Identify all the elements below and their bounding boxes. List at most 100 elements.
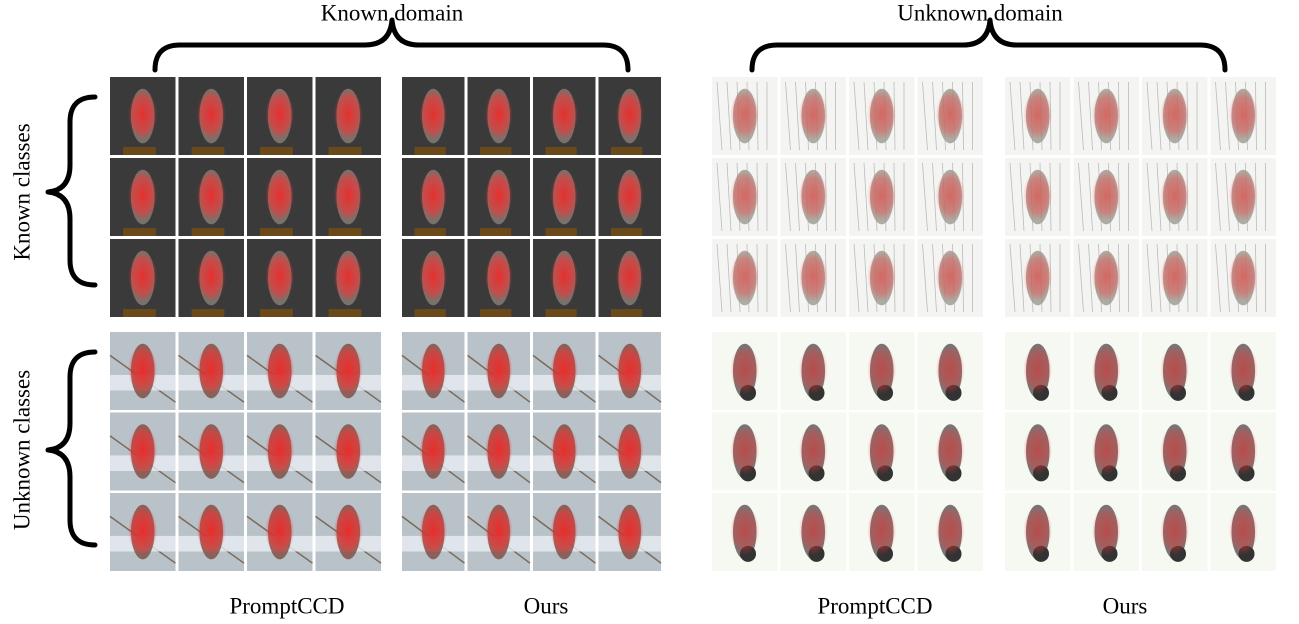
heatmap-tile xyxy=(1142,77,1208,155)
heatmap-tile xyxy=(402,493,465,571)
heatmap-tile xyxy=(1005,413,1071,491)
heatmap xyxy=(420,170,448,220)
heatmap xyxy=(1092,170,1121,220)
heatmap xyxy=(1160,170,1189,220)
heatmap-tile xyxy=(468,239,531,317)
perch xyxy=(480,147,511,155)
heatmap-tile xyxy=(110,332,176,410)
heatmap xyxy=(936,344,965,394)
heatmap xyxy=(551,505,579,555)
perch xyxy=(480,228,511,236)
heatmap-tile xyxy=(316,413,382,491)
heatmap-tile xyxy=(316,239,382,317)
heatmap-tile xyxy=(712,158,778,236)
figure: Known domain Unknown domain Known classe… xyxy=(0,0,1299,624)
perch xyxy=(260,147,293,155)
heatmap xyxy=(128,170,157,220)
heatmap xyxy=(128,251,157,301)
heatmap xyxy=(616,425,644,475)
heatmap-tile xyxy=(402,239,465,317)
heatmap xyxy=(485,425,513,475)
perch xyxy=(192,147,225,155)
heatmap-tile xyxy=(918,332,984,410)
method-label: PromptCCD xyxy=(229,593,344,618)
heatmap-tile xyxy=(533,158,596,236)
perch xyxy=(329,228,362,236)
heatmap xyxy=(1229,251,1258,301)
perch xyxy=(123,147,156,155)
heatmap-tile xyxy=(849,413,915,491)
heatmap-tile xyxy=(712,77,778,155)
heatmap xyxy=(1229,89,1258,139)
heatmap-tile xyxy=(849,158,915,236)
heatmap-tile xyxy=(1211,493,1277,571)
perch xyxy=(192,309,225,317)
heatmap-tile xyxy=(849,493,915,571)
heatmap-tile xyxy=(712,413,778,491)
heatmap-tile xyxy=(918,77,984,155)
heatmap xyxy=(730,344,759,394)
domain-label: Unknown domain xyxy=(897,0,1063,25)
heatmap xyxy=(867,344,896,394)
heatmap-tile xyxy=(599,239,662,317)
heatmap xyxy=(1023,344,1052,394)
heatmap-tile xyxy=(468,332,531,410)
heatmap-tile xyxy=(918,413,984,491)
heatmap-tile xyxy=(781,493,847,571)
heatmap xyxy=(420,251,448,301)
heatmap xyxy=(334,170,363,220)
heatmap xyxy=(420,505,448,555)
heatmap xyxy=(551,344,579,394)
heatmap xyxy=(1160,505,1189,555)
heatmap xyxy=(1229,425,1258,475)
heatmap xyxy=(616,505,644,555)
heatmap xyxy=(551,425,579,475)
heatmap-tile xyxy=(1074,158,1140,236)
heatmap-tile xyxy=(468,493,531,571)
heatmap-tile xyxy=(781,239,847,317)
heatmap xyxy=(867,425,896,475)
heatmap xyxy=(936,170,965,220)
heatmap xyxy=(799,344,828,394)
heatmap xyxy=(551,89,579,139)
heatmap xyxy=(1160,251,1189,301)
heatmap xyxy=(420,344,448,394)
heatmap xyxy=(867,505,896,555)
heatmap xyxy=(799,251,828,301)
heatmap-tile xyxy=(849,77,915,155)
heatmap-tile xyxy=(316,493,382,571)
heatmap xyxy=(1160,89,1189,139)
method-label: Ours xyxy=(524,593,569,618)
heatmap-tile xyxy=(1142,239,1208,317)
heatmap xyxy=(485,505,513,555)
heatmap-tile xyxy=(918,493,984,571)
heatmap xyxy=(485,170,513,220)
heatmap-tile xyxy=(712,332,778,410)
heatmap xyxy=(616,89,644,139)
heatmap xyxy=(616,344,644,394)
perch xyxy=(329,309,362,317)
heatmap-tile xyxy=(179,158,245,236)
heatmap-tile xyxy=(402,332,465,410)
heatmap xyxy=(265,425,294,475)
heatmap-tile xyxy=(533,493,596,571)
perch xyxy=(611,309,642,317)
heatmap-tile xyxy=(781,77,847,155)
perch xyxy=(415,147,446,155)
heatmap xyxy=(730,505,759,555)
heatmap-tile xyxy=(781,158,847,236)
heatmap-tile xyxy=(110,77,176,155)
heatmap-tile xyxy=(179,332,245,410)
heatmap-tile xyxy=(599,158,662,236)
class-label: Unknown classes xyxy=(9,370,34,530)
heatmap xyxy=(799,505,828,555)
heatmap-tile xyxy=(1142,332,1208,410)
heatmap-tile xyxy=(110,493,176,571)
heatmap xyxy=(197,505,226,555)
heatmap xyxy=(799,89,828,139)
heatmap-tile xyxy=(316,332,382,410)
heatmap-tile xyxy=(533,239,596,317)
heatmap xyxy=(1023,170,1052,220)
heatmap xyxy=(936,505,965,555)
heatmap-tile xyxy=(402,77,465,155)
